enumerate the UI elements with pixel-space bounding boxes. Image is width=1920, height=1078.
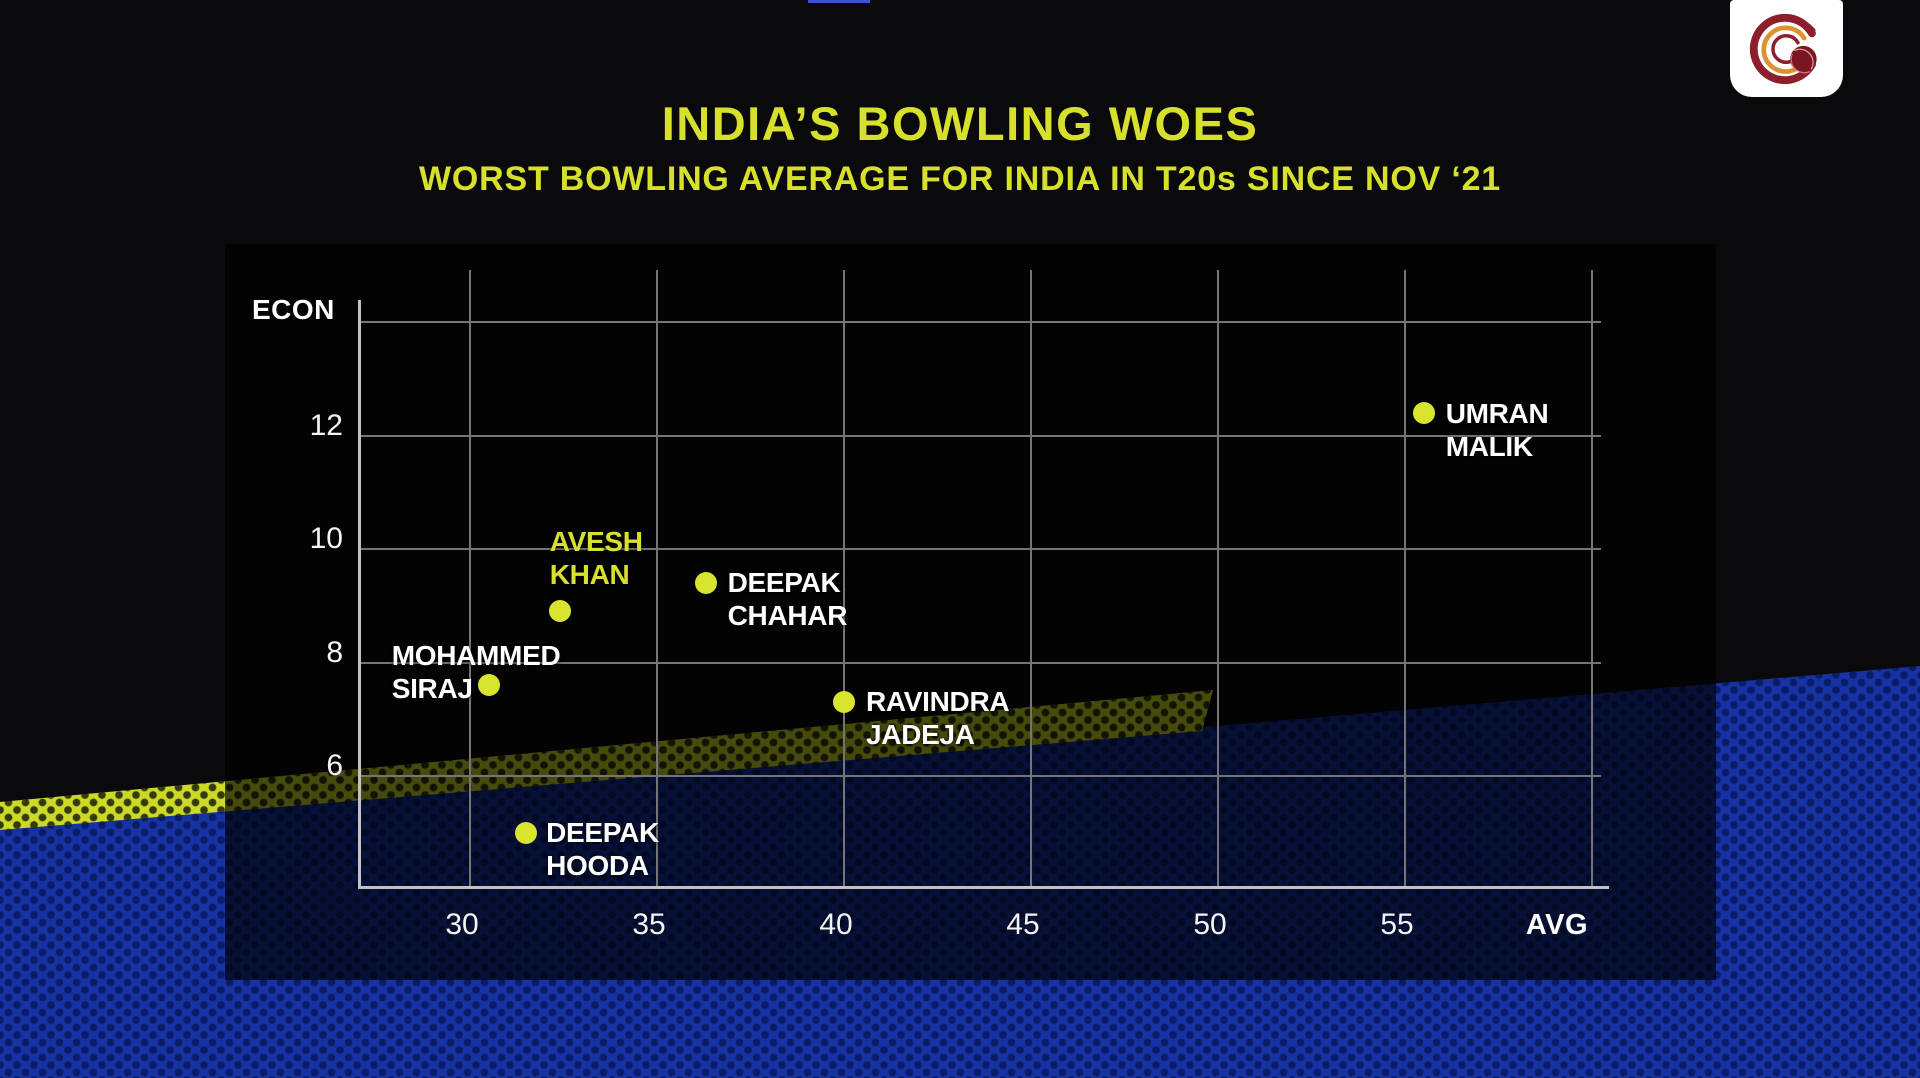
point-label-umran-malik: UMRAN MALIK: [1446, 397, 1549, 463]
gridline-x-40: [843, 270, 845, 887]
gridline-y-10: [359, 548, 1601, 550]
point-label-line: UMRAN: [1445, 397, 1549, 429]
point-label-line: AVESH: [549, 526, 643, 558]
gridline-y-12: [359, 434, 1601, 437]
y-tick-12: 12: [309, 408, 343, 442]
point-label-line: HOODA: [546, 849, 649, 881]
point-label-mohammed-siraj: MOHAMMED SIRAJ: [392, 639, 561, 705]
gridline-x-35: [656, 270, 658, 887]
top-edge-blue-artifact: [808, 0, 870, 3]
gridline-x-45: [1030, 270, 1032, 887]
data-point-avesh-khan: [548, 600, 571, 623]
y-axis-title: ECON: [252, 294, 335, 325]
data-point-deepak-hooda: [515, 821, 538, 844]
gridline-y-14: [359, 321, 1601, 323]
x-tick-45: 45: [1006, 908, 1040, 941]
data-point-deepak-chahar: [694, 572, 717, 595]
point-label-line: KHAN: [549, 559, 630, 591]
point-label-deepak-hooda: DEEPAK HOODA: [546, 816, 659, 882]
x-tick-55: 55: [1380, 908, 1414, 941]
point-label-line: DEEPAK: [546, 816, 659, 848]
gridline-x-30: [469, 270, 471, 887]
page-subtitle: WORST BOWLING AVERAGE FOR INDIA IN T20s …: [418, 160, 1502, 198]
point-label-line: SIRAJ: [391, 673, 473, 705]
x-tick-50: 50: [1193, 908, 1227, 941]
point-label-line: CHAHAR: [727, 600, 848, 632]
brand-logo: [1730, 0, 1843, 97]
point-label-line: DEEPAK: [727, 567, 841, 599]
x-tick-35: 35: [632, 908, 666, 941]
chart-panel: [225, 244, 1716, 980]
x-tick-40: 40: [819, 908, 853, 941]
gridline-x-55: [1404, 270, 1406, 887]
gridline-x-50: [1217, 270, 1219, 887]
point-label-line: MALIK: [1445, 430, 1533, 462]
y-tick-6: 6: [326, 749, 343, 782]
x-axis-line: [358, 886, 1609, 889]
y-tick-8: 8: [326, 635, 343, 669]
x-tick-30: 30: [445, 908, 479, 941]
gridline-y-8: [359, 661, 1601, 664]
gridline-y-6: [359, 775, 1601, 777]
data-point-mohammed-siraj: [477, 674, 500, 697]
y-tick-10: 10: [309, 522, 343, 555]
cricket-ball-logo-icon: [1749, 13, 1817, 84]
point-label-ravindra-jadeja: RAVINDRA JADEJA: [866, 685, 1010, 751]
point-label-line: JADEJA: [866, 719, 975, 751]
gridline-x-60: [1591, 270, 1593, 887]
point-label-line: RAVINDRA: [866, 686, 1010, 718]
x-axis-title: AVG: [1525, 909, 1589, 941]
data-point-umran-malik: [1412, 401, 1435, 424]
data-point-ravindra-jadeja: [833, 691, 855, 714]
point-label-deepak-chahar: DEEPAK CHAHAR: [728, 566, 848, 632]
point-label-line: MOHAMMED: [391, 640, 561, 672]
y-axis-line: [358, 300, 361, 887]
point-label-avesh-khan: AVESH KHAN: [550, 525, 643, 591]
page-title: INDIA’S BOWLING WOES: [661, 97, 1259, 150]
